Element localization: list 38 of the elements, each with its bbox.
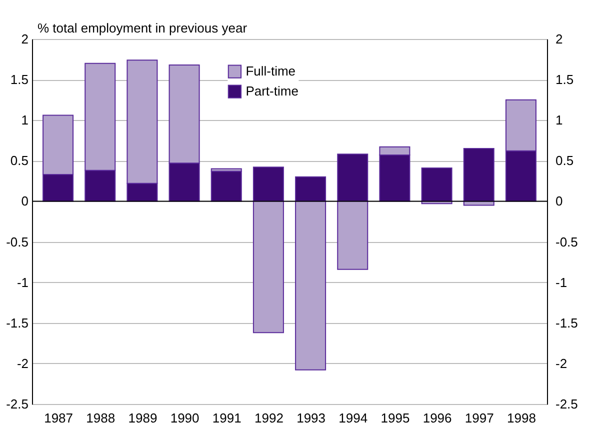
legend-label: Full-time xyxy=(246,64,296,79)
bar xyxy=(463,148,494,202)
x-tick-label: 1994 xyxy=(338,410,368,425)
x-tick-label: 1993 xyxy=(296,410,326,425)
bar xyxy=(210,170,242,202)
y-tick-label: -2 xyxy=(16,356,28,371)
y-tick-label: -0.5 xyxy=(6,234,28,250)
y-tick-label: 2 xyxy=(21,32,28,46)
legend-label: Part-time xyxy=(246,84,298,99)
y-tick-label: 0.5 xyxy=(10,153,28,168)
x-tick-label: 1998 xyxy=(506,410,536,425)
x-tick-label: 1996 xyxy=(422,410,452,425)
x-tick-label: 1988 xyxy=(86,410,116,425)
y2-tick-label: 0.5 xyxy=(556,153,574,168)
y2-tick-label: 1 xyxy=(556,112,563,128)
y2-tick-label: -2.5 xyxy=(556,396,578,412)
x-tick-label: 1991 xyxy=(212,410,242,425)
bar xyxy=(421,167,452,202)
y2-tick-label: 2 xyxy=(556,32,563,46)
x-tick-label: 1997 xyxy=(464,410,494,425)
x-tick-label: 1990 xyxy=(170,410,200,425)
y-tick-label: -1.5 xyxy=(6,315,28,330)
y2-tick-label: 0 xyxy=(556,194,563,209)
y2-tick-label: -0.5 xyxy=(556,234,578,250)
y-axis-title: % total employment in previous year xyxy=(38,20,248,36)
x-tick-label: 1987 xyxy=(44,410,74,425)
y2-tick-label: -1.5 xyxy=(556,315,578,330)
x-tick-label: 1995 xyxy=(380,410,410,425)
y-tick-label: 0 xyxy=(21,194,28,209)
y-tick-label: 1 xyxy=(21,112,28,128)
y-tick-label: -1 xyxy=(16,274,28,290)
y2-tick-label: 1.5 xyxy=(556,72,574,88)
x-tick-label: 1992 xyxy=(254,410,284,425)
y-tick-label: -2.5 xyxy=(6,396,28,412)
y-tick-label: 1.5 xyxy=(10,72,28,88)
y2-tick-label: -2 xyxy=(556,356,568,371)
x-tick-label: 1989 xyxy=(128,410,158,425)
y2-tick-label: -1 xyxy=(556,274,568,290)
